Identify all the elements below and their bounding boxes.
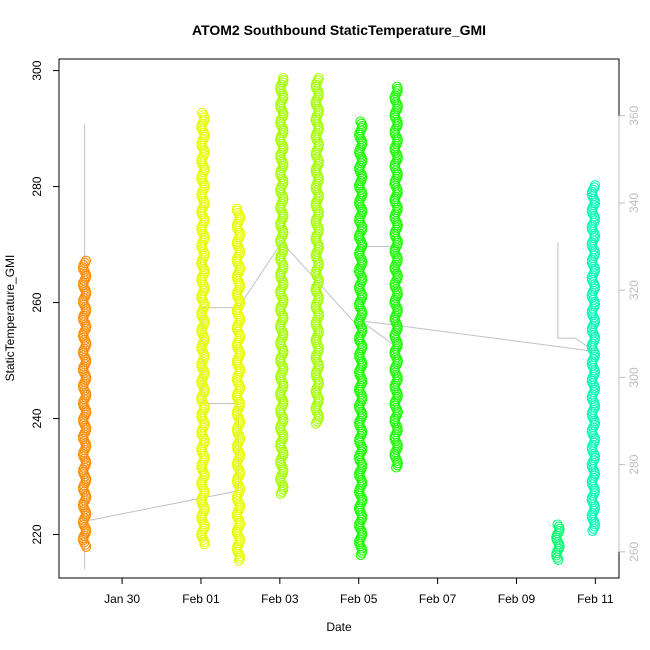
secondary-y-tick-label: 260: [627, 541, 641, 561]
point-band-1-1: [77, 255, 92, 552]
y-tick-label: 260: [30, 292, 44, 312]
point-band-4-1: [353, 116, 368, 561]
secondary-y-tick-label: 340: [627, 193, 641, 213]
scatter-point: [233, 555, 245, 566]
x-tick-label: Feb 01: [182, 592, 220, 606]
x-tick-label: Feb 07: [419, 592, 457, 606]
y-tick-label: 280: [30, 176, 44, 196]
point-band-5-1: [551, 519, 565, 565]
secondary-y-tick-label: 300: [627, 367, 641, 387]
scatter-point: [233, 548, 245, 560]
y-tick-label: 220: [30, 524, 44, 544]
scatter-point: [356, 547, 368, 558]
x-tick-label: Jan 30: [104, 592, 140, 606]
secondary-y-axis: 260 280 300 320 340 360: [618, 105, 641, 562]
scatter-point: [588, 523, 599, 534]
x-tick-label: Feb 09: [498, 592, 536, 606]
x-axis-label: Date: [326, 620, 352, 634]
point-band-6-1: [586, 180, 601, 536]
scatter-point: [312, 416, 323, 427]
y-axis-label: StaticTemperature_GMI: [3, 255, 17, 382]
scatter-point: [553, 554, 564, 565]
x-axis: Jan 30 Feb 01 Feb 03 Feb 05 Feb 07 Feb 09 Feb …: [104, 577, 614, 606]
x-tick-label: Feb 03: [261, 592, 299, 606]
scatter-point: [310, 418, 322, 429]
scatter-points-layer: [77, 72, 601, 566]
scatter-point: [276, 486, 288, 497]
scatter-point: [551, 552, 563, 563]
secondary-y-tick-label: 280: [627, 454, 641, 474]
x-tick-label: Feb 05: [340, 592, 378, 606]
secondary-y-tick-label: 320: [627, 280, 641, 300]
chart-title: ATOM2 Southbound StaticTemperature_GMI: [192, 22, 486, 38]
point-band-4-2: [389, 81, 403, 473]
point-band-3-2: [310, 72, 325, 429]
scatter-point: [199, 538, 210, 550]
y-tick-label: 300: [30, 60, 44, 80]
scatter-point: [275, 488, 286, 500]
point-band-2-1: [196, 107, 210, 550]
scatter-point: [392, 460, 403, 471]
point-band-2-2: [231, 203, 246, 566]
scatter-point: [587, 525, 598, 536]
scatter-point: [355, 549, 366, 561]
scatter-point: [391, 462, 402, 473]
y-axis: 220 240 260 280 300: [30, 60, 60, 545]
point-band-3-1: [275, 72, 289, 500]
secondary-y-tick-label: 360: [627, 105, 641, 125]
y-tick-label: 240: [30, 408, 44, 428]
scatter-point: [80, 541, 92, 552]
x-tick-label: Feb 11: [577, 592, 614, 606]
